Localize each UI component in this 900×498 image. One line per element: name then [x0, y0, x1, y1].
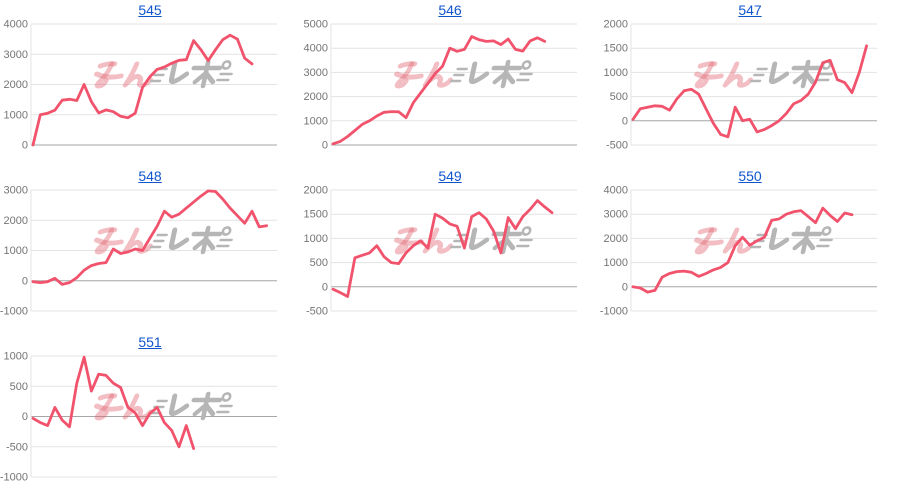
- y-axis-labels: 3000 2000 1000 0 -1000: [0, 185, 28, 318]
- y-tick-label: 0: [322, 281, 328, 293]
- chart-cell-545: 4000 3000 2000 1000 0 545: [0, 0, 300, 166]
- chart-cell-551: 1000 500 0 -500 -1000 551: [0, 332, 300, 498]
- chart-title-link[interactable]: 547: [738, 2, 762, 18]
- y-tick-label: 0: [622, 115, 628, 127]
- y-tick-label: 2000: [304, 91, 328, 103]
- chart-canvas: 2000 1500 1000 500 0 -500: [304, 185, 577, 318]
- minrepo-watermark: [94, 61, 234, 86]
- y-tick-label: -1000: [0, 472, 28, 484]
- y-tick-label: 1000: [4, 351, 28, 363]
- y-tick-label: 2000: [304, 185, 328, 197]
- y-tick-label: -1000: [0, 306, 28, 318]
- y-tick-label: -500: [306, 306, 328, 318]
- y-tick-label: 0: [322, 140, 328, 152]
- y-tick-label: 3000: [604, 209, 628, 221]
- y-axis-labels: 4000 3000 2000 1000 0: [4, 19, 28, 152]
- chart-canvas: 3000 2000 1000 0 -1000: [0, 185, 277, 318]
- y-tick-label: 3000: [304, 67, 328, 79]
- chart-cell-547: 2000 1500 1000 500 0 -500 547: [600, 0, 900, 166]
- y-tick-label: 2000: [4, 79, 28, 91]
- series-line: [31, 189, 269, 286]
- y-tick-label: 1000: [304, 115, 328, 127]
- chart-cell-546: 5000 4000 3000 2000 1000 0 546: [300, 0, 600, 166]
- y-axis-labels: 1000 500 0 -500 -1000: [0, 351, 28, 484]
- series-line: [31, 355, 196, 450]
- y-tick-label: 1000: [4, 245, 28, 257]
- y-axis-labels: 4000 3000 2000 1000 0 -1000: [600, 185, 628, 318]
- series-line: [31, 33, 254, 147]
- y-tick-label: 0: [22, 411, 28, 423]
- y-tick-label: 4000: [4, 19, 28, 31]
- gridlines: [630, 189, 877, 312]
- chart-cell-550: 4000 3000 2000 1000 0 -1000 550: [600, 166, 900, 332]
- y-tick-label: 3000: [4, 49, 28, 61]
- chart-cell-549: 2000 1500 1000 500 0 -500 549: [300, 166, 600, 332]
- chart-canvas: 4000 3000 2000 1000 0 -1000: [600, 185, 877, 318]
- gridlines: [630, 23, 877, 146]
- y-tick-label: 1000: [304, 233, 328, 245]
- y-tick-label: 0: [22, 275, 28, 287]
- y-tick-label: 500: [310, 257, 328, 269]
- y-tick-label: 1000: [604, 67, 628, 79]
- chart-title-link[interactable]: 546: [438, 2, 462, 18]
- y-tick-label: 1500: [304, 209, 328, 221]
- y-tick-label: 500: [10, 381, 28, 393]
- chart-canvas: 1000 500 0 -500 -1000: [0, 351, 277, 484]
- y-tick-label: 5000: [304, 19, 328, 31]
- gridlines: [330, 23, 577, 146]
- chart-title-link[interactable]: 550: [738, 168, 762, 184]
- chart-title-link[interactable]: 551: [138, 334, 162, 350]
- chart-canvas: 5000 4000 3000 2000 1000 0: [304, 19, 577, 152]
- series-line: [331, 35, 547, 146]
- minrepo-watermark: [694, 61, 834, 86]
- y-axis-labels: 5000 4000 3000 2000 1000 0: [304, 19, 328, 152]
- chart-title-link[interactable]: 545: [138, 2, 162, 18]
- y-tick-label: -500: [6, 441, 28, 453]
- y-tick-label: 1000: [4, 109, 28, 121]
- chart-canvas: 2000 1500 1000 500 0 -500: [604, 19, 877, 152]
- y-tick-label: 2000: [604, 19, 628, 31]
- chart-title-link[interactable]: 548: [138, 168, 162, 184]
- y-axis-labels: 2000 1500 1000 500 0 -500: [304, 185, 328, 318]
- y-tick-label: 500: [610, 91, 628, 103]
- series-line: [631, 44, 869, 139]
- minrepo-watermark: [94, 393, 234, 418]
- y-tick-label: 0: [622, 281, 628, 293]
- gridlines: [30, 189, 277, 312]
- y-tick-label: -500: [606, 140, 628, 152]
- y-axis-labels: 2000 1500 1000 500 0 -500: [604, 19, 628, 152]
- y-tick-label: 4000: [304, 43, 328, 55]
- chart-canvas: 4000 3000 2000 1000 0: [4, 19, 277, 152]
- gridlines: [330, 189, 577, 312]
- y-tick-label: 0: [22, 140, 28, 152]
- y-tick-label: 1000: [604, 257, 628, 269]
- gridlines: [30, 355, 277, 478]
- minrepo-watermark: [94, 227, 234, 252]
- y-tick-label: 3000: [4, 185, 28, 197]
- y-tick-label: -1000: [600, 306, 628, 318]
- minrepo-watermark: [394, 61, 534, 86]
- minrepo-watermark: [694, 227, 834, 252]
- y-tick-label: 2000: [604, 233, 628, 245]
- gridlines: [30, 23, 277, 146]
- series-line: [331, 199, 554, 298]
- chart-title-link[interactable]: 549: [438, 168, 462, 184]
- series-line: [631, 206, 854, 294]
- chart-cell-548: 3000 2000 1000 0 -1000 548: [0, 166, 300, 332]
- y-tick-label: 2000: [4, 215, 28, 227]
- y-tick-label: 4000: [604, 185, 628, 197]
- y-tick-label: 1500: [604, 43, 628, 55]
